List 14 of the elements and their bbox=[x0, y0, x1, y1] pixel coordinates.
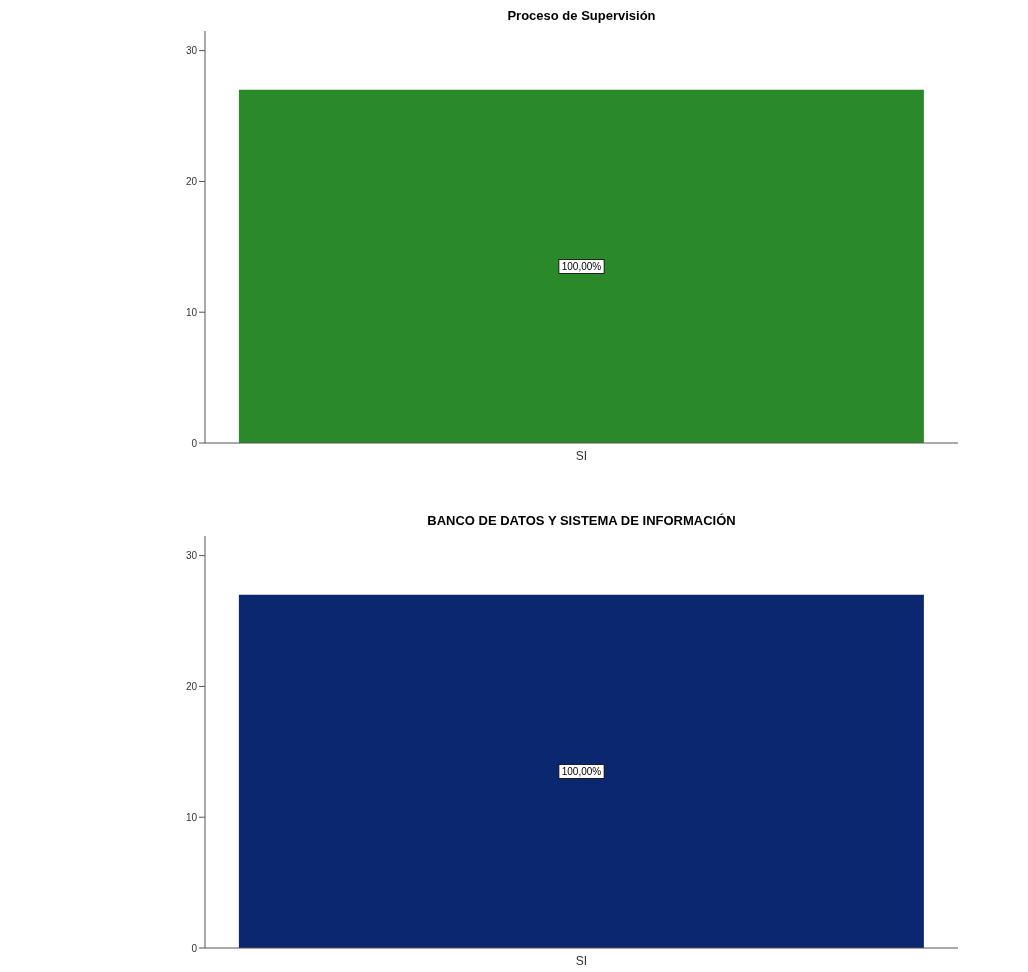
y-tick-label: 10 bbox=[185, 306, 198, 318]
chart-title: Proceso de Supervisión bbox=[506, 8, 657, 23]
annotation: 100,00% bbox=[561, 766, 602, 778]
annotation: 100,00% bbox=[561, 261, 602, 273]
chart-title: BANCO DE DATOS Y SISTEMA DE INFORMACIÓN bbox=[426, 513, 737, 528]
y-tick-label: 20 bbox=[185, 175, 198, 187]
y-tick-label: 20 bbox=[185, 680, 198, 692]
y-tick-label: 0 bbox=[191, 942, 198, 954]
x-tick-label: SI bbox=[575, 448, 588, 463]
y-tick-label: 10 bbox=[185, 811, 198, 823]
y-tick-label: 30 bbox=[185, 45, 198, 57]
x-tick-label: SI bbox=[575, 953, 588, 968]
y-tick-label: 30 bbox=[185, 550, 198, 562]
y-tick-label: 0 bbox=[191, 437, 198, 449]
